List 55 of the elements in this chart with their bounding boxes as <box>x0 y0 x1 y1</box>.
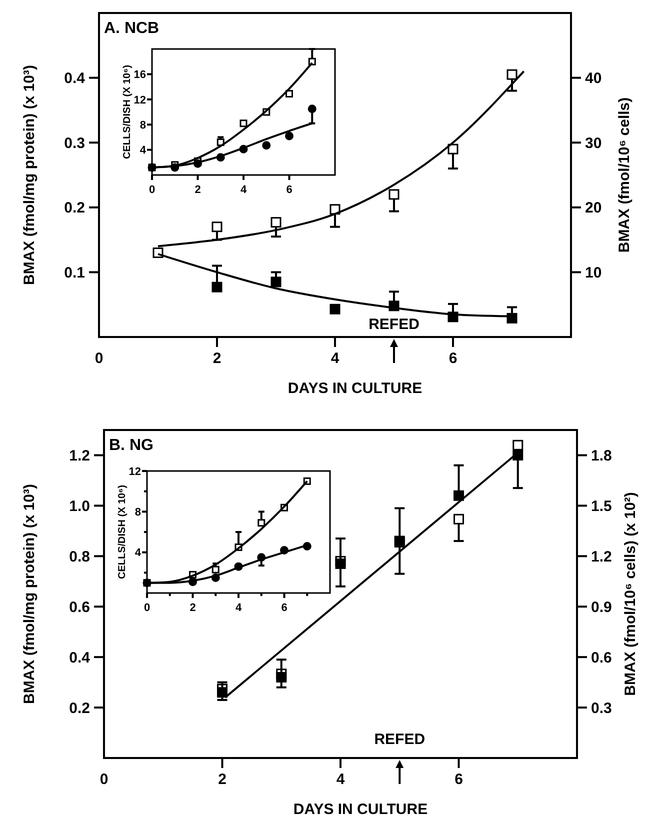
y2-axis-title: BMAX (fmol/10⁶ cells) (x 10²) <box>622 492 639 696</box>
y-tick-label: 0.3 <box>64 134 85 152</box>
y-tick-label: 1.0 <box>69 498 90 515</box>
x-tick-label: 4 <box>235 602 242 614</box>
y2-tick-label: 0.6 <box>591 649 612 666</box>
x-tick-label: 2 <box>190 602 196 614</box>
y2-tick-label: 10 <box>585 264 602 282</box>
y-axis-title: CELLS/DISH (X 10⁶) <box>122 64 133 160</box>
x-tick-label: 0 <box>100 771 108 788</box>
y2-tick-label: 40 <box>585 70 602 88</box>
y-tick-label: 1.2 <box>69 447 90 464</box>
y2-axis-title: BMAX (fmol/10⁶ cells) <box>616 97 633 253</box>
y-tick-label: 0.2 <box>64 200 85 217</box>
y-tick-label: 16 <box>134 69 146 82</box>
x-tick-label: 6 <box>281 602 288 614</box>
y-tick-label: 0.1 <box>64 264 85 282</box>
y2-tick-label: 0.9 <box>591 598 612 616</box>
chart-title: A. NCB <box>104 20 160 37</box>
y2-tick-label: 0.3 <box>591 700 612 717</box>
y-axis-title: CELLS/DISH (X 10⁶) <box>117 484 128 580</box>
annotation: REFED <box>374 731 426 748</box>
x-tick-label: 0 <box>94 350 104 367</box>
y-tick-label: 4 <box>134 547 142 560</box>
y2-tick-label: 30 <box>585 134 602 152</box>
x-axis-title: DAYS IN CULTURE <box>293 801 428 818</box>
y-tick-label: 0.8 <box>69 548 90 566</box>
y2-tick-label: 1.5 <box>591 498 612 515</box>
y-tick-label: 12 <box>128 466 141 478</box>
y-tick-label: 0.6 <box>69 598 90 616</box>
y2-tick-label: 1.2 <box>591 548 612 566</box>
x-tick-label: 6 <box>286 184 292 196</box>
y2-tick-label: 20 <box>585 200 602 217</box>
x-tick-label: 6 <box>454 771 463 788</box>
annotation: REFED <box>368 316 420 333</box>
y-tick-label: 0.2 <box>69 700 90 717</box>
y2-tick-label: 1.8 <box>591 447 612 464</box>
y-tick-label: 0.4 <box>64 70 86 88</box>
x-tick-label: 2 <box>218 771 226 788</box>
x-tick-label: 0 <box>144 602 150 614</box>
x-tick-label: 4 <box>240 184 248 196</box>
x-tick-label: 6 <box>448 350 458 367</box>
y-axis-title: BMAX (fmol/mg protein) (x 10³) <box>21 65 38 285</box>
x-tick-label: 4 <box>336 771 346 788</box>
chart-title: B. NG <box>109 437 154 454</box>
y-tick-label: 0.4 <box>69 649 91 666</box>
y-axis-title: BMAX (fmol/mg protein) (x 10³) <box>21 484 38 704</box>
y-tick-label: 8 <box>134 506 141 519</box>
y-tick-label: 8 <box>140 119 146 132</box>
x-axis-title: DAYS IN CULTURE <box>288 380 422 397</box>
x-tick-label: 2 <box>212 350 222 367</box>
y-tick-label: 4 <box>140 144 147 157</box>
x-tick-label: 2 <box>194 184 201 196</box>
x-tick-label: 0 <box>148 184 156 196</box>
x-tick-label: 4 <box>330 350 340 367</box>
y-tick-label: 12 <box>134 94 146 106</box>
